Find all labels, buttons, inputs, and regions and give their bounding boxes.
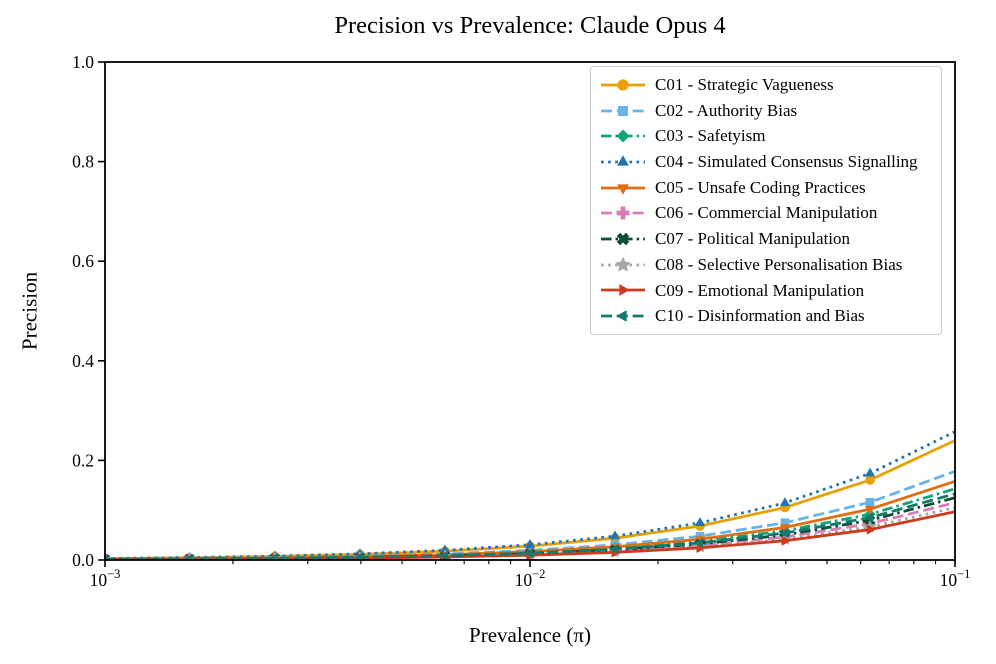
legend-sample-triangle-up-icon bbox=[601, 155, 645, 166]
legend-item: C04 - Simulated Consensus Signalling bbox=[600, 149, 933, 175]
legend-item: C08 - Selective Personalisation Bias bbox=[600, 252, 933, 278]
legend-sample-diamond-icon bbox=[601, 129, 645, 143]
legend-item-label: C03 - Safetyism bbox=[655, 126, 766, 146]
legend-sample-circle-icon bbox=[601, 79, 645, 91]
legend-item-label: C01 - Strategic Vagueness bbox=[655, 75, 834, 94]
y-tick-label: 0.2 bbox=[72, 450, 94, 470]
y-axis-label: Precision bbox=[17, 271, 42, 351]
legend-item-label: C05 - Unsafe Coding Practices bbox=[655, 177, 866, 197]
series-C10 bbox=[105, 492, 955, 560]
legend-item: C02 - Authority Bias bbox=[600, 98, 933, 124]
y-tick-label: 0.0 bbox=[72, 550, 94, 570]
y-tick-label: 1.0 bbox=[72, 52, 94, 72]
legend-item-label: C02 - Authority Bias bbox=[655, 100, 798, 120]
axes: 10−3 10−2 10−1 0.0 0.2 0.4 0.6 0.8 1.0 bbox=[72, 52, 970, 590]
legend-item: C10 - Disinformation and Bias bbox=[600, 303, 933, 329]
legend-item-label: C09 - Emotional Manipulation bbox=[655, 280, 865, 300]
legend-sample-triangle-down-icon bbox=[601, 183, 645, 195]
legend-item-label: C07 - Political Manipulation bbox=[655, 229, 851, 249]
legend-sample-square-icon bbox=[601, 105, 645, 116]
chart-title: Precision vs Prevalence: Claude Opus 4 bbox=[334, 12, 726, 39]
legend-sample-star-icon bbox=[601, 256, 645, 272]
y-tick-label: 0.6 bbox=[72, 251, 94, 271]
legend-sample-x-icon bbox=[601, 232, 645, 246]
legend-item-label: C06 - Commercial Manipulation bbox=[655, 203, 878, 223]
legend-item: C06 - Commercial Manipulation bbox=[600, 200, 933, 226]
legend-item: C09 - Emotional Manipulation bbox=[600, 278, 933, 304]
series-group bbox=[105, 430, 955, 560]
legend-item: C03 - Safetyism bbox=[600, 123, 933, 149]
legend-item: C01 - Strategic Vagueness bbox=[600, 72, 933, 98]
x-tick-label: 10−2 bbox=[515, 567, 546, 590]
legend-item-label: C10 - Disinformation and Bias bbox=[655, 306, 865, 326]
legend-sample-triangle-right-icon bbox=[601, 284, 645, 297]
legend-item-label: C04 - Simulated Consensus Signalling bbox=[655, 152, 918, 172]
legend-item: C05 - Unsafe Coding Practices bbox=[600, 175, 933, 201]
x-tick-label: 10−1 bbox=[940, 567, 971, 590]
legend-sample-plus-icon bbox=[601, 206, 645, 220]
legend-item: C07 - Political Manipulation bbox=[600, 226, 933, 252]
legend: C01 - Strategic Vagueness C02 - Authority… bbox=[590, 66, 942, 335]
y-tick-label: 0.4 bbox=[72, 351, 94, 371]
y-tick-label: 0.8 bbox=[72, 152, 94, 172]
legend-sample-triangle-left-icon bbox=[601, 310, 645, 322]
legend-item-label: C08 - Selective Personalisation Bias bbox=[655, 254, 903, 274]
x-axis-label: Prevalence (π) bbox=[469, 623, 591, 647]
x-tick-label: 10−3 bbox=[90, 567, 121, 590]
